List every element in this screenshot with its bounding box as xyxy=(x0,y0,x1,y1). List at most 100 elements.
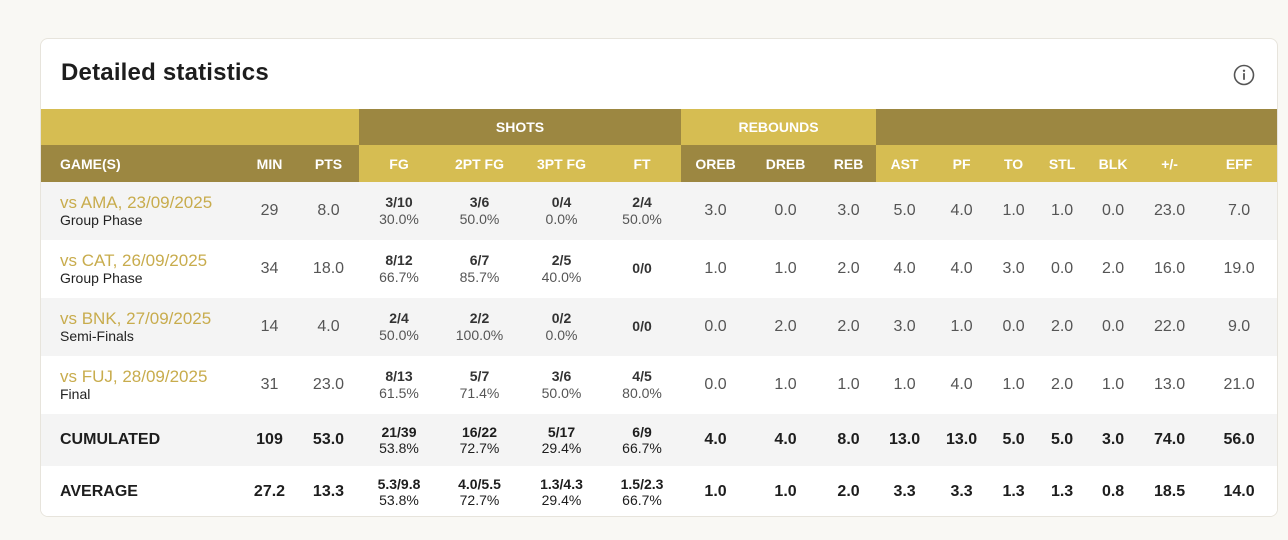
fg3-pct: 29.4% xyxy=(541,440,582,456)
stat-oreb: 0.0 xyxy=(704,376,727,393)
fg2-made: 16/22 xyxy=(461,424,498,440)
col-header-oreb[interactable]: OREB xyxy=(681,145,751,182)
stat-fg: 5.3/9.8 53.8% xyxy=(359,466,439,516)
group-header-rebounds: REBOUNDS xyxy=(681,109,877,145)
stat-plus-minus: 74.0 xyxy=(1153,431,1186,448)
ft-pct: 50.0% xyxy=(622,211,662,227)
game-link[interactable]: vs BNK, 27/09/2025 xyxy=(60,309,212,328)
stat-min: 14 xyxy=(260,318,279,335)
game-link[interactable]: vs FUJ, 28/09/2025 xyxy=(60,367,208,386)
col-header-blk[interactable]: BLK xyxy=(1087,145,1140,182)
stat-dreb: 1.0 xyxy=(774,376,797,393)
ft-made: 2/4 xyxy=(632,194,652,210)
stat-ft: 1.5/2.3 66.7% xyxy=(603,466,681,516)
col-header-reb[interactable]: REB xyxy=(821,145,877,182)
stat-stl: 2.0 xyxy=(1050,376,1074,393)
stat-plus-minus: 16.0 xyxy=(1153,260,1186,277)
stat-2pt-fg: 5/7 71.4% xyxy=(439,356,520,414)
stat-ast: 1.0 xyxy=(893,376,916,393)
stat-pts: 23.0 xyxy=(312,376,345,393)
stat-ast: 13.0 xyxy=(888,431,921,448)
stat-blk: 0.8 xyxy=(1101,483,1125,500)
fg3-pct: 0.0% xyxy=(545,327,578,343)
col-header-to[interactable]: TO xyxy=(990,145,1038,182)
col-header-ast[interactable]: AST xyxy=(876,145,934,182)
ft-made: 6/9 xyxy=(632,424,652,440)
fg-pct: 61.5% xyxy=(379,385,419,401)
stat-dreb: 1.0 xyxy=(774,260,797,277)
stat-blk: 3.0 xyxy=(1101,431,1125,448)
col-header-games[interactable]: GAME(S) xyxy=(41,145,241,182)
stat-min: 27.2 xyxy=(253,483,286,500)
stat-plus-minus: 13.0 xyxy=(1153,376,1186,393)
stat-fg: 2/4 50.0% xyxy=(359,298,439,356)
stat-3pt-fg: 0/2 0.0% xyxy=(520,298,603,356)
fg2-pct: 72.7% xyxy=(459,440,500,456)
stat-pf: 4.0 xyxy=(950,202,973,219)
fg-made: 2/4 xyxy=(389,310,409,326)
stat-to: 1.0 xyxy=(1002,202,1025,219)
stat-ft: 0/0 xyxy=(603,240,681,298)
stat-3pt-fg: 5/17 29.4% xyxy=(520,414,603,466)
stat-eff: 19.0 xyxy=(1223,260,1255,277)
fg-pct: 66.7% xyxy=(379,269,419,285)
fg-made: 5.3/9.8 xyxy=(377,476,421,492)
col-header-pf[interactable]: PF xyxy=(933,145,991,182)
stat-ast: 3.3 xyxy=(893,483,916,500)
stat-to: 3.0 xyxy=(1002,260,1025,277)
ft-made: 4/5 xyxy=(632,368,652,384)
stat-2pt-fg: 6/7 85.7% xyxy=(439,240,520,298)
stat-to: 5.0 xyxy=(1002,431,1025,448)
stat-dreb: 0.0 xyxy=(774,202,797,219)
fg3-pct: 40.0% xyxy=(541,269,582,285)
average-label: AVERAGE xyxy=(60,483,138,500)
info-icon[interactable] xyxy=(1233,64,1255,86)
stat-pf: 4.0 xyxy=(950,260,973,277)
ft-made: 0/0 xyxy=(632,260,652,276)
stat-ast: 4.0 xyxy=(893,260,916,277)
stat-reb: 3.0 xyxy=(837,202,860,219)
fg3-made: 1.3/4.3 xyxy=(540,476,583,492)
stat-blk: 1.0 xyxy=(1101,376,1125,393)
col-header-stl[interactable]: STL xyxy=(1037,145,1088,182)
stat-dreb: 1.0 xyxy=(774,483,797,500)
card-title: Detailed statistics xyxy=(61,59,269,86)
fg-made: 3/10 xyxy=(385,194,413,210)
ft-pct: 66.7% xyxy=(622,492,662,508)
col-header-dreb[interactable]: DREB xyxy=(750,145,822,182)
stat-pts: 4.0 xyxy=(317,318,340,335)
fg-pct: 50.0% xyxy=(379,327,419,343)
stat-ft: 6/9 66.7% xyxy=(603,414,681,466)
col-header-3pt-fg[interactable]: 3PT FG xyxy=(520,145,603,182)
card-header: Detailed statistics xyxy=(41,39,1277,109)
game-phase: Final xyxy=(60,386,91,402)
col-header-min[interactable]: MIN xyxy=(241,145,298,182)
group-header-blank xyxy=(41,109,359,145)
game-link[interactable]: vs AMA, 23/09/2025 xyxy=(60,193,213,212)
fg2-pct: 100.0% xyxy=(455,327,504,343)
col-header-ft[interactable]: FT xyxy=(603,145,682,182)
fg-pct: 53.8% xyxy=(379,440,419,456)
stat-pf: 13.0 xyxy=(945,431,978,448)
group-header-shots: SHOTS xyxy=(359,109,682,145)
stat-pts: 8.0 xyxy=(317,202,340,219)
game-link[interactable]: vs CAT, 26/09/2025 xyxy=(60,251,208,270)
fg2-pct: 71.4% xyxy=(459,385,500,401)
col-header-plus-minus[interactable]: +/- xyxy=(1139,145,1201,182)
col-header-2pt-fg[interactable]: 2PT FG xyxy=(439,145,520,182)
game-phase: Semi-Finals xyxy=(60,328,134,344)
stat-dreb: 4.0 xyxy=(774,431,797,448)
stat-3pt-fg: 3/6 50.0% xyxy=(520,356,603,414)
stat-dreb: 2.0 xyxy=(774,318,797,335)
stat-oreb: 0.0 xyxy=(704,318,727,335)
col-header-pts[interactable]: PTS xyxy=(298,145,359,182)
game-cell: vs BNK, 27/09/2025 Semi-Finals xyxy=(41,298,241,356)
col-header-eff[interactable]: EFF xyxy=(1200,145,1277,182)
stat-stl: 5.0 xyxy=(1050,431,1074,448)
cumulated-label: CUMULATED xyxy=(60,431,161,448)
stat-reb: 2.0 xyxy=(837,260,860,277)
fg2-pct: 85.7% xyxy=(459,269,500,285)
col-header-fg[interactable]: FG xyxy=(359,145,439,182)
stat-eff: 9.0 xyxy=(1227,318,1251,335)
fg3-made: 0/4 xyxy=(551,194,572,210)
